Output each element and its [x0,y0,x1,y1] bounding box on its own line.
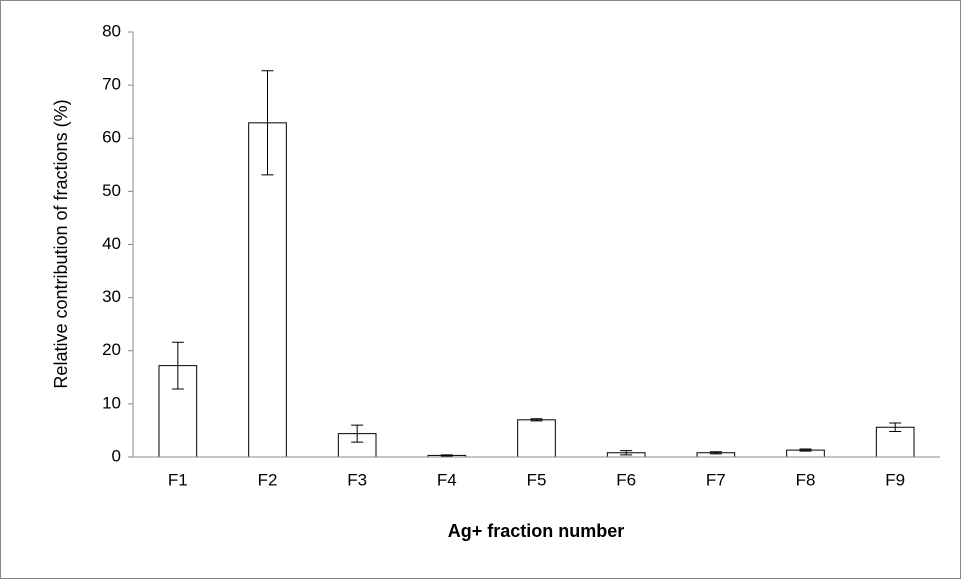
error-bar [889,422,902,432]
x-tick-label: F7 [706,470,726,489]
x-tick-label: F8 [796,470,816,489]
error-bar [620,450,633,456]
y-axis-title: Relative contribution of fractions (%) [51,99,71,388]
y-tick-label: 20 [102,340,121,359]
y-tick-label: 70 [102,75,121,94]
x-tick-label: F1 [168,470,188,489]
x-tick-label: F9 [885,470,905,489]
x-tick-label: F6 [616,470,636,489]
y-tick-label: 10 [102,393,121,412]
error-bar [171,341,184,390]
y-tick-label: 80 [102,21,121,40]
x-tick-label: F4 [437,470,457,489]
error-bar [709,451,722,455]
x-tick-label: F2 [258,470,278,489]
error-bar [351,424,364,443]
error-bar [440,454,453,457]
x-tick-label: F3 [347,470,367,489]
x-tick-label: F5 [527,470,547,489]
error-bar [261,70,274,176]
error-bar [530,418,543,422]
y-tick-label: 60 [102,128,121,147]
y-tick-label: 0 [112,446,121,465]
bar [517,419,556,458]
y-tick-label: 30 [102,287,121,306]
x-axis-title: Ag+ fraction number [448,521,625,541]
error-bar [799,448,812,452]
y-tick-label: 50 [102,181,121,200]
y-tick-label: 40 [102,234,121,253]
